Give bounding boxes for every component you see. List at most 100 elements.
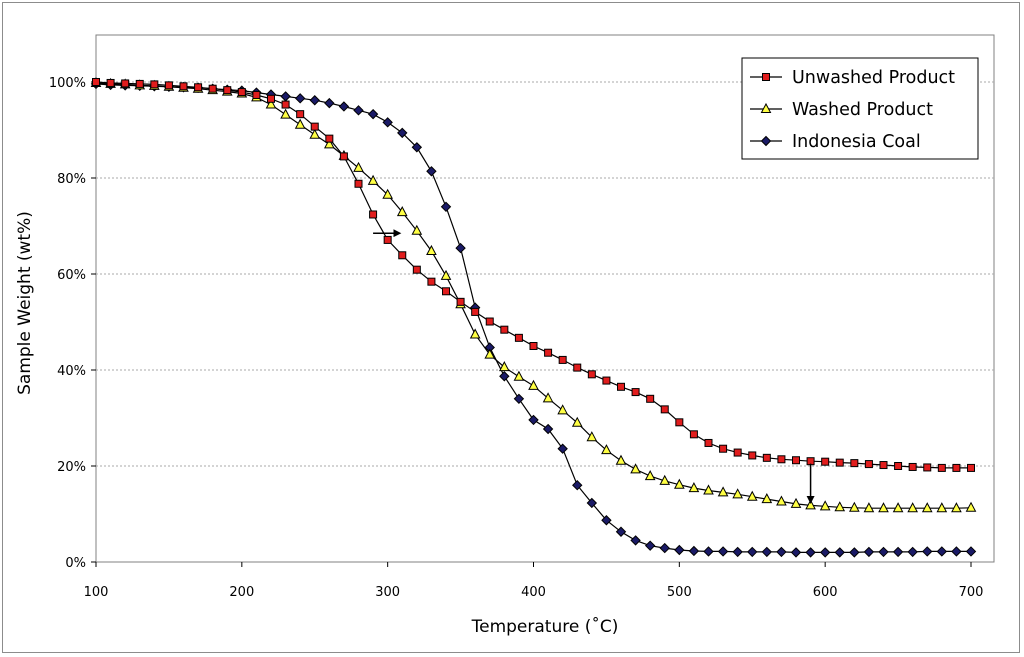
- y-tick-label-60: 60%: [57, 268, 86, 283]
- data-point-unwashed-370: [485, 317, 494, 326]
- x-tick-label-500: 500: [667, 585, 692, 600]
- data-point-unwashed-480: [646, 394, 655, 403]
- data-point-unwashed-170: [194, 83, 203, 92]
- data-point-indonesia-680: [936, 546, 948, 557]
- data-point-washed-540: [732, 488, 743, 499]
- data-point-washed-500: [674, 478, 685, 489]
- data-point-unwashed-470: [631, 388, 640, 397]
- x-tick-label-200: 200: [229, 585, 254, 600]
- x-tick-label-300: 300: [375, 585, 400, 600]
- series-unwashed: [92, 78, 975, 472]
- data-point-unwashed-150: [164, 81, 173, 90]
- data-point-unwashed-560: [762, 453, 771, 462]
- data-point-unwashed-360: [471, 307, 480, 316]
- data-point-washed-320: [411, 224, 423, 235]
- data-point-unwashed-350: [456, 297, 465, 306]
- data-point-indonesia-240: [294, 93, 306, 104]
- data-point-unwashed-120: [121, 79, 130, 88]
- data-point-washed-300: [382, 188, 393, 199]
- data-point-unwashed-680: [937, 463, 946, 472]
- data-point-unwashed-610: [835, 458, 844, 467]
- data-point-washed-520: [703, 484, 714, 495]
- y-tick-label-80: 80%: [57, 172, 86, 187]
- data-point-unwashed-400: [529, 342, 538, 350]
- data-point-unwashed-210: [252, 90, 261, 99]
- data-point-washed-680: [936, 502, 948, 513]
- data-point-unwashed-450: [602, 376, 611, 385]
- data-point-washed-400: [528, 379, 539, 390]
- data-point-washed-310: [396, 206, 408, 217]
- data-point-washed-220: [265, 98, 277, 109]
- data-point-washed-360: [469, 328, 481, 339]
- data-point-washed-370: [484, 348, 496, 359]
- data-point-unwashed-320: [412, 265, 421, 274]
- data-point-unwashed-510: [689, 430, 698, 439]
- y-tick-label-40: 40%: [57, 364, 86, 379]
- data-point-washed-410: [542, 392, 554, 403]
- data-point-unwashed-600: [821, 457, 830, 466]
- data-point-indonesia-290: [367, 108, 379, 120]
- data-point-unwashed-200: [237, 88, 246, 97]
- data-point-indonesia-420: [557, 443, 568, 454]
- data-point-washed-330: [426, 244, 437, 255]
- data-point-unwashed-250: [310, 122, 319, 131]
- data-point-washed-290: [367, 174, 379, 185]
- data-point-unwashed-100: [92, 78, 100, 86]
- data-point-indonesia-440: [586, 497, 598, 509]
- data-point-washed-700: [965, 501, 977, 512]
- data-point-indonesia-330: [426, 166, 437, 177]
- data-point-indonesia-300: [382, 117, 393, 128]
- data-point-unwashed-660: [908, 462, 917, 471]
- data-point-unwashed-460: [617, 382, 625, 391]
- data-point-indonesia-560: [761, 546, 773, 558]
- data-point-unwashed-380: [500, 325, 509, 334]
- legend-item-washed: Washed Product: [750, 100, 933, 120]
- data-point-washed-660: [907, 502, 918, 513]
- data-point-washed-560: [761, 493, 773, 504]
- data-point-unwashed-260: [325, 134, 334, 143]
- data-point-indonesia-450: [601, 515, 612, 526]
- data-point-unwashed-130: [135, 79, 144, 88]
- data-point-indonesia-460: [615, 526, 627, 537]
- data-point-indonesia-280: [353, 105, 364, 116]
- data-point-unwashed-240: [296, 110, 305, 119]
- data-point-indonesia-260: [324, 97, 335, 109]
- data-point-unwashed-280: [354, 179, 363, 188]
- data-point-unwashed-620: [850, 459, 859, 468]
- data-point-indonesia-410: [542, 423, 554, 435]
- data-point-washed-460: [615, 454, 627, 465]
- data-point-unwashed-490: [660, 405, 669, 414]
- data-point-indonesia-500: [674, 544, 685, 556]
- data-point-washed-470: [630, 463, 641, 474]
- data-point-indonesia-320: [411, 142, 423, 153]
- data-point-unwashed-630: [864, 460, 873, 469]
- x-tick-label-100: 100: [84, 585, 109, 600]
- data-point-washed-250: [309, 128, 321, 139]
- data-point-indonesia-550: [747, 546, 758, 558]
- data-point-unwashed-310: [398, 251, 407, 260]
- data-point-indonesia-650: [892, 546, 904, 558]
- data-point-washed-510: [688, 482, 700, 493]
- data-point-washed-380: [499, 361, 510, 372]
- x-tick-label-700: 700: [959, 585, 984, 600]
- data-point-unwashed-650: [894, 462, 903, 470]
- series-group: [90, 76, 977, 558]
- data-point-indonesia-490: [659, 542, 670, 554]
- data-point-unwashed-330: [427, 277, 436, 286]
- data-point-indonesia-640: [878, 546, 889, 558]
- data-point-washed-650: [892, 502, 904, 513]
- data-point-indonesia-380: [499, 371, 510, 382]
- data-point-unwashed-690: [952, 463, 961, 472]
- data-point-unwashed-220: [267, 94, 275, 103]
- data-point-indonesia-690: [951, 546, 962, 557]
- legend-item-unwashed: Unwashed Product: [750, 68, 955, 88]
- data-point-unwashed-530: [719, 444, 728, 453]
- data-point-washed-550: [746, 490, 758, 501]
- data-point-unwashed-290: [369, 210, 378, 219]
- data-point-washed-480: [644, 470, 656, 481]
- y-axis-title: Sample Weight (wt%): [15, 211, 35, 395]
- legend-item-indonesia: Indonesia Coal: [750, 132, 921, 152]
- legend-marker-washed: [760, 102, 772, 113]
- legend-marker-indonesia: [760, 135, 772, 147]
